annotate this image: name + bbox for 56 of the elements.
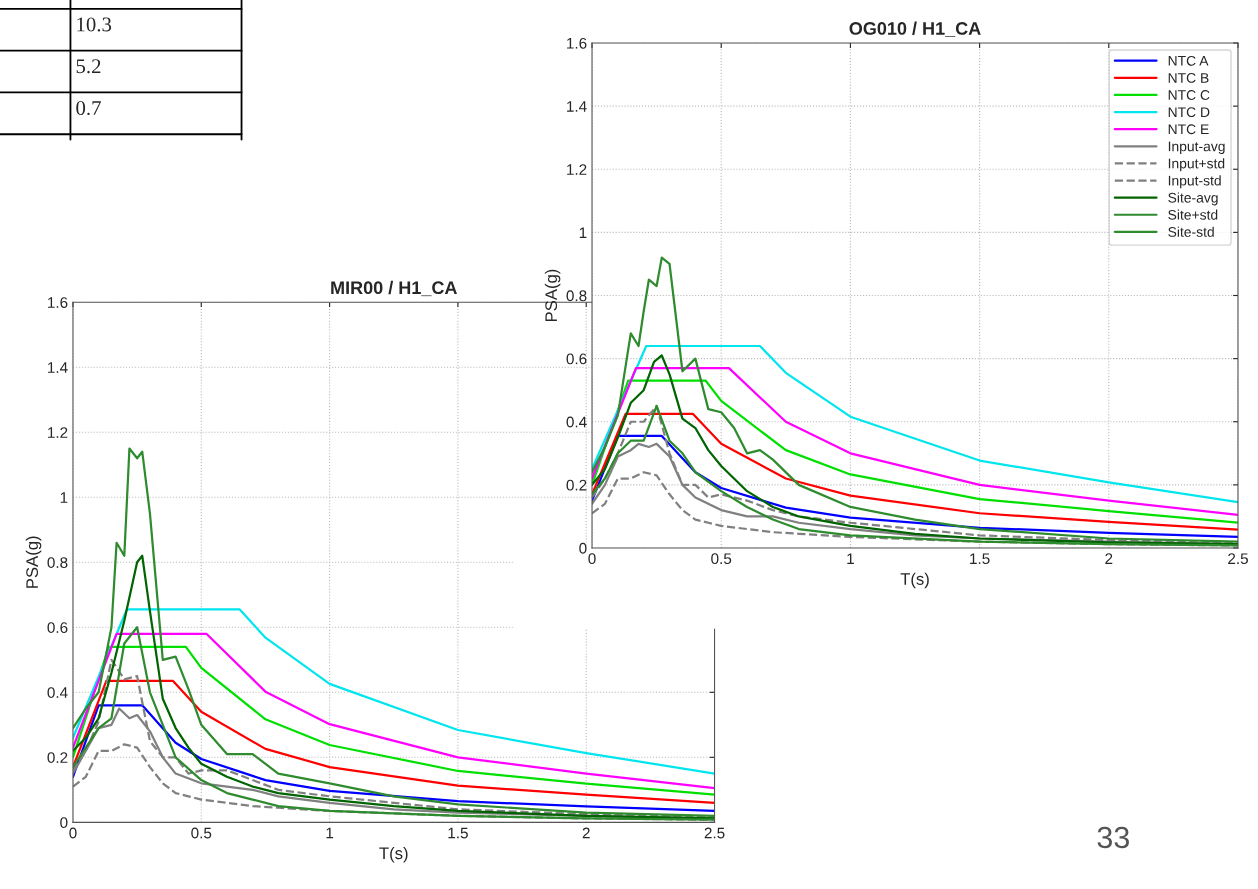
line-series bbox=[592, 344, 1238, 504]
y-tick-label: 0 bbox=[579, 542, 587, 554]
legend-label: NTC E bbox=[1168, 124, 1209, 135]
x-tick-label: 0 bbox=[69, 827, 77, 839]
x-axis-title: T(s) bbox=[379, 846, 408, 863]
legend-label: NTC B bbox=[1168, 73, 1209, 83]
y-tick-label: 1.4 bbox=[567, 101, 587, 112]
y-tick-label: 0.6 bbox=[47, 622, 68, 633]
x-axis-title: T(s) bbox=[900, 572, 929, 589]
legend-label: Input-std bbox=[1168, 175, 1221, 189]
y-tick-label: 1.6 bbox=[567, 37, 587, 49]
x-tick-label: 0.5 bbox=[711, 553, 732, 565]
y-tick-label: 0.2 bbox=[47, 752, 68, 763]
chart-title: OG010 / H1_CA bbox=[849, 21, 981, 37]
legend-label: Input-avg bbox=[1168, 141, 1225, 155]
y-tick-label: 1.4 bbox=[48, 362, 68, 373]
legend-label: NTC C bbox=[1168, 90, 1210, 100]
legend-label: Input+std bbox=[1168, 158, 1225, 172]
text: 5.2 bbox=[76, 59, 101, 74]
y-tick-label: 1.2 bbox=[48, 427, 68, 438]
y-tick-label: 1.2 bbox=[567, 164, 587, 175]
x-tick-label: 2 bbox=[582, 827, 590, 839]
x-tick-label: 0 bbox=[588, 553, 596, 565]
y-axis-title: PSA(g) bbox=[544, 269, 561, 321]
y-tick-label: 1 bbox=[579, 227, 587, 238]
y-tick-label: 0.4 bbox=[47, 687, 68, 698]
y-tick-label: 1 bbox=[60, 492, 68, 503]
x-tick-label: 1 bbox=[326, 827, 334, 839]
legend-label: NTC A bbox=[1168, 55, 1209, 66]
line-series bbox=[72, 608, 715, 775]
text: 0.7 bbox=[76, 100, 101, 116]
text: 33 bbox=[1097, 826, 1129, 849]
chart-title: MIR00 / H1_CA bbox=[331, 280, 457, 297]
x-tick-label: 2.5 bbox=[704, 827, 725, 839]
y-tick-label: 0.6 bbox=[566, 353, 587, 365]
x-tick-label: 0.5 bbox=[191, 827, 212, 839]
y-tick-label: 0.2 bbox=[566, 479, 587, 491]
y-tick-label: 0.8 bbox=[566, 290, 587, 302]
x-tick-label: 1.5 bbox=[448, 827, 468, 839]
x-tick-label: 1 bbox=[847, 553, 854, 564]
y-tick-label: 0.4 bbox=[566, 416, 587, 428]
legend-label: Site+std bbox=[1168, 209, 1218, 220]
line-series bbox=[72, 679, 715, 804]
line-series bbox=[592, 256, 1238, 543]
text: 10.3 bbox=[77, 17, 112, 32]
y-tick-label: 0.8 bbox=[47, 557, 68, 568]
y-axis-title: PSA(g) bbox=[25, 536, 42, 588]
legend-label: NTC D bbox=[1168, 107, 1210, 118]
x-tick-label: 1.5 bbox=[970, 553, 990, 565]
line-series bbox=[592, 412, 1238, 531]
y-tick-label: 0 bbox=[60, 817, 68, 829]
y-tick-label: 1.6 bbox=[48, 297, 68, 308]
x-tick-label: 2 bbox=[1105, 553, 1113, 564]
x-tick-label: 2.5 bbox=[1228, 553, 1248, 565]
legend-label: Site-avg bbox=[1168, 192, 1218, 206]
legend-label: Site-std bbox=[1168, 226, 1214, 237]
